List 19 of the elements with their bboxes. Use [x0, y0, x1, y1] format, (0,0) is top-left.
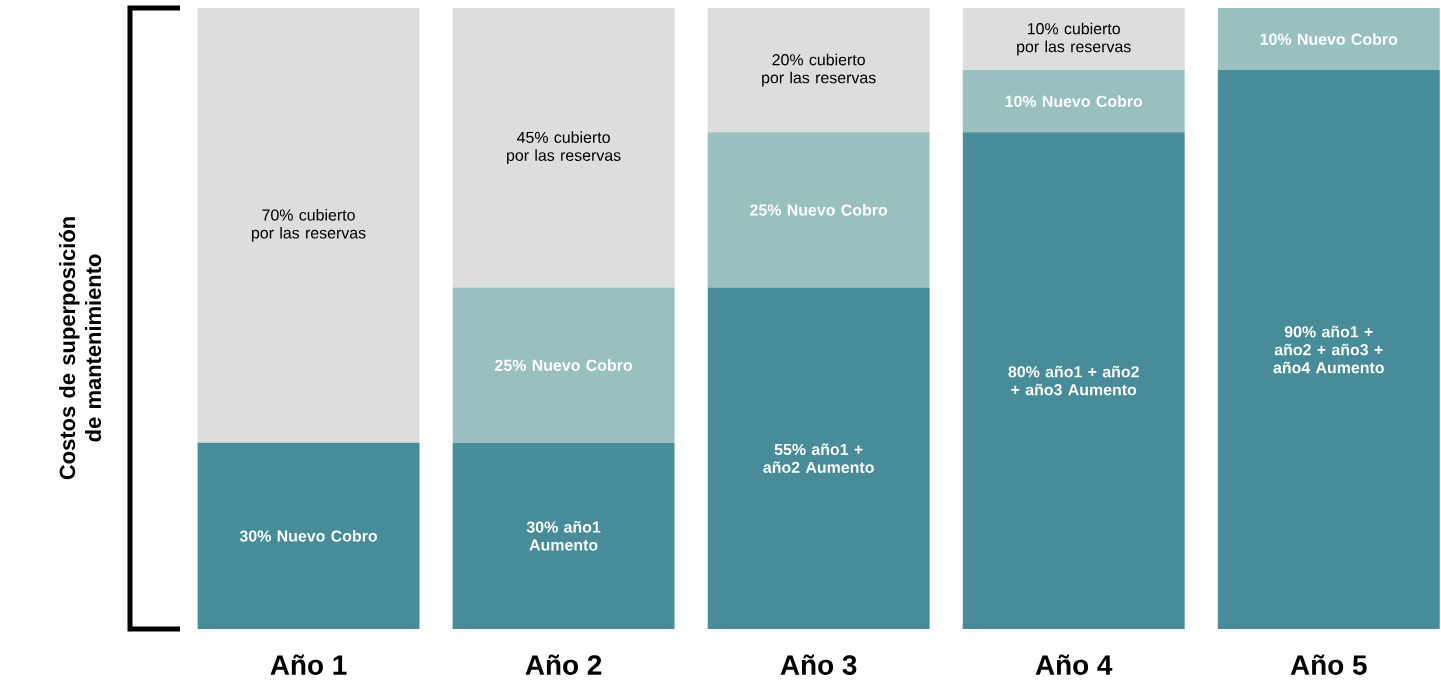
data-label: 10% Nuevo Cobro — [1005, 95, 1143, 107]
data-label: 70% cubierto por las reservas — [251, 208, 366, 242]
data-label: 10% Nuevo Cobro — [1260, 33, 1398, 45]
data-label: 20% cubierto por las reservas — [762, 53, 876, 87]
x-tick-label: Año 5 — [1290, 654, 1367, 675]
data-label: 25% Nuevo Cobro — [750, 203, 888, 216]
x-tick-label: Año 1 — [270, 654, 347, 675]
data-label: 90% año1 + año2 + año3 + año4 Aumento — [1273, 325, 1384, 374]
data-label: 30% año1 Aumento — [526, 521, 601, 551]
x-tick-label: Año 4 — [1035, 654, 1113, 675]
data-label: 25% Nuevo Cobro — [495, 359, 633, 371]
data-label: 30% Nuevo Cobro — [239, 529, 377, 542]
data-label: 80% año1 + año2 + año3 Aumento — [1008, 365, 1139, 396]
x-tick-label: Año 2 — [525, 654, 602, 675]
y-axis-title: Costos de superposición de mantenimiento — [58, 217, 102, 480]
data-label: 55% año1 + año2 Aumento — [763, 443, 874, 474]
x-tick-label: Año 3 — [780, 654, 857, 675]
data-label: 45% cubierto por las reservas — [507, 131, 621, 165]
data-label: 10% cubierto por las reservas — [1017, 22, 1131, 56]
